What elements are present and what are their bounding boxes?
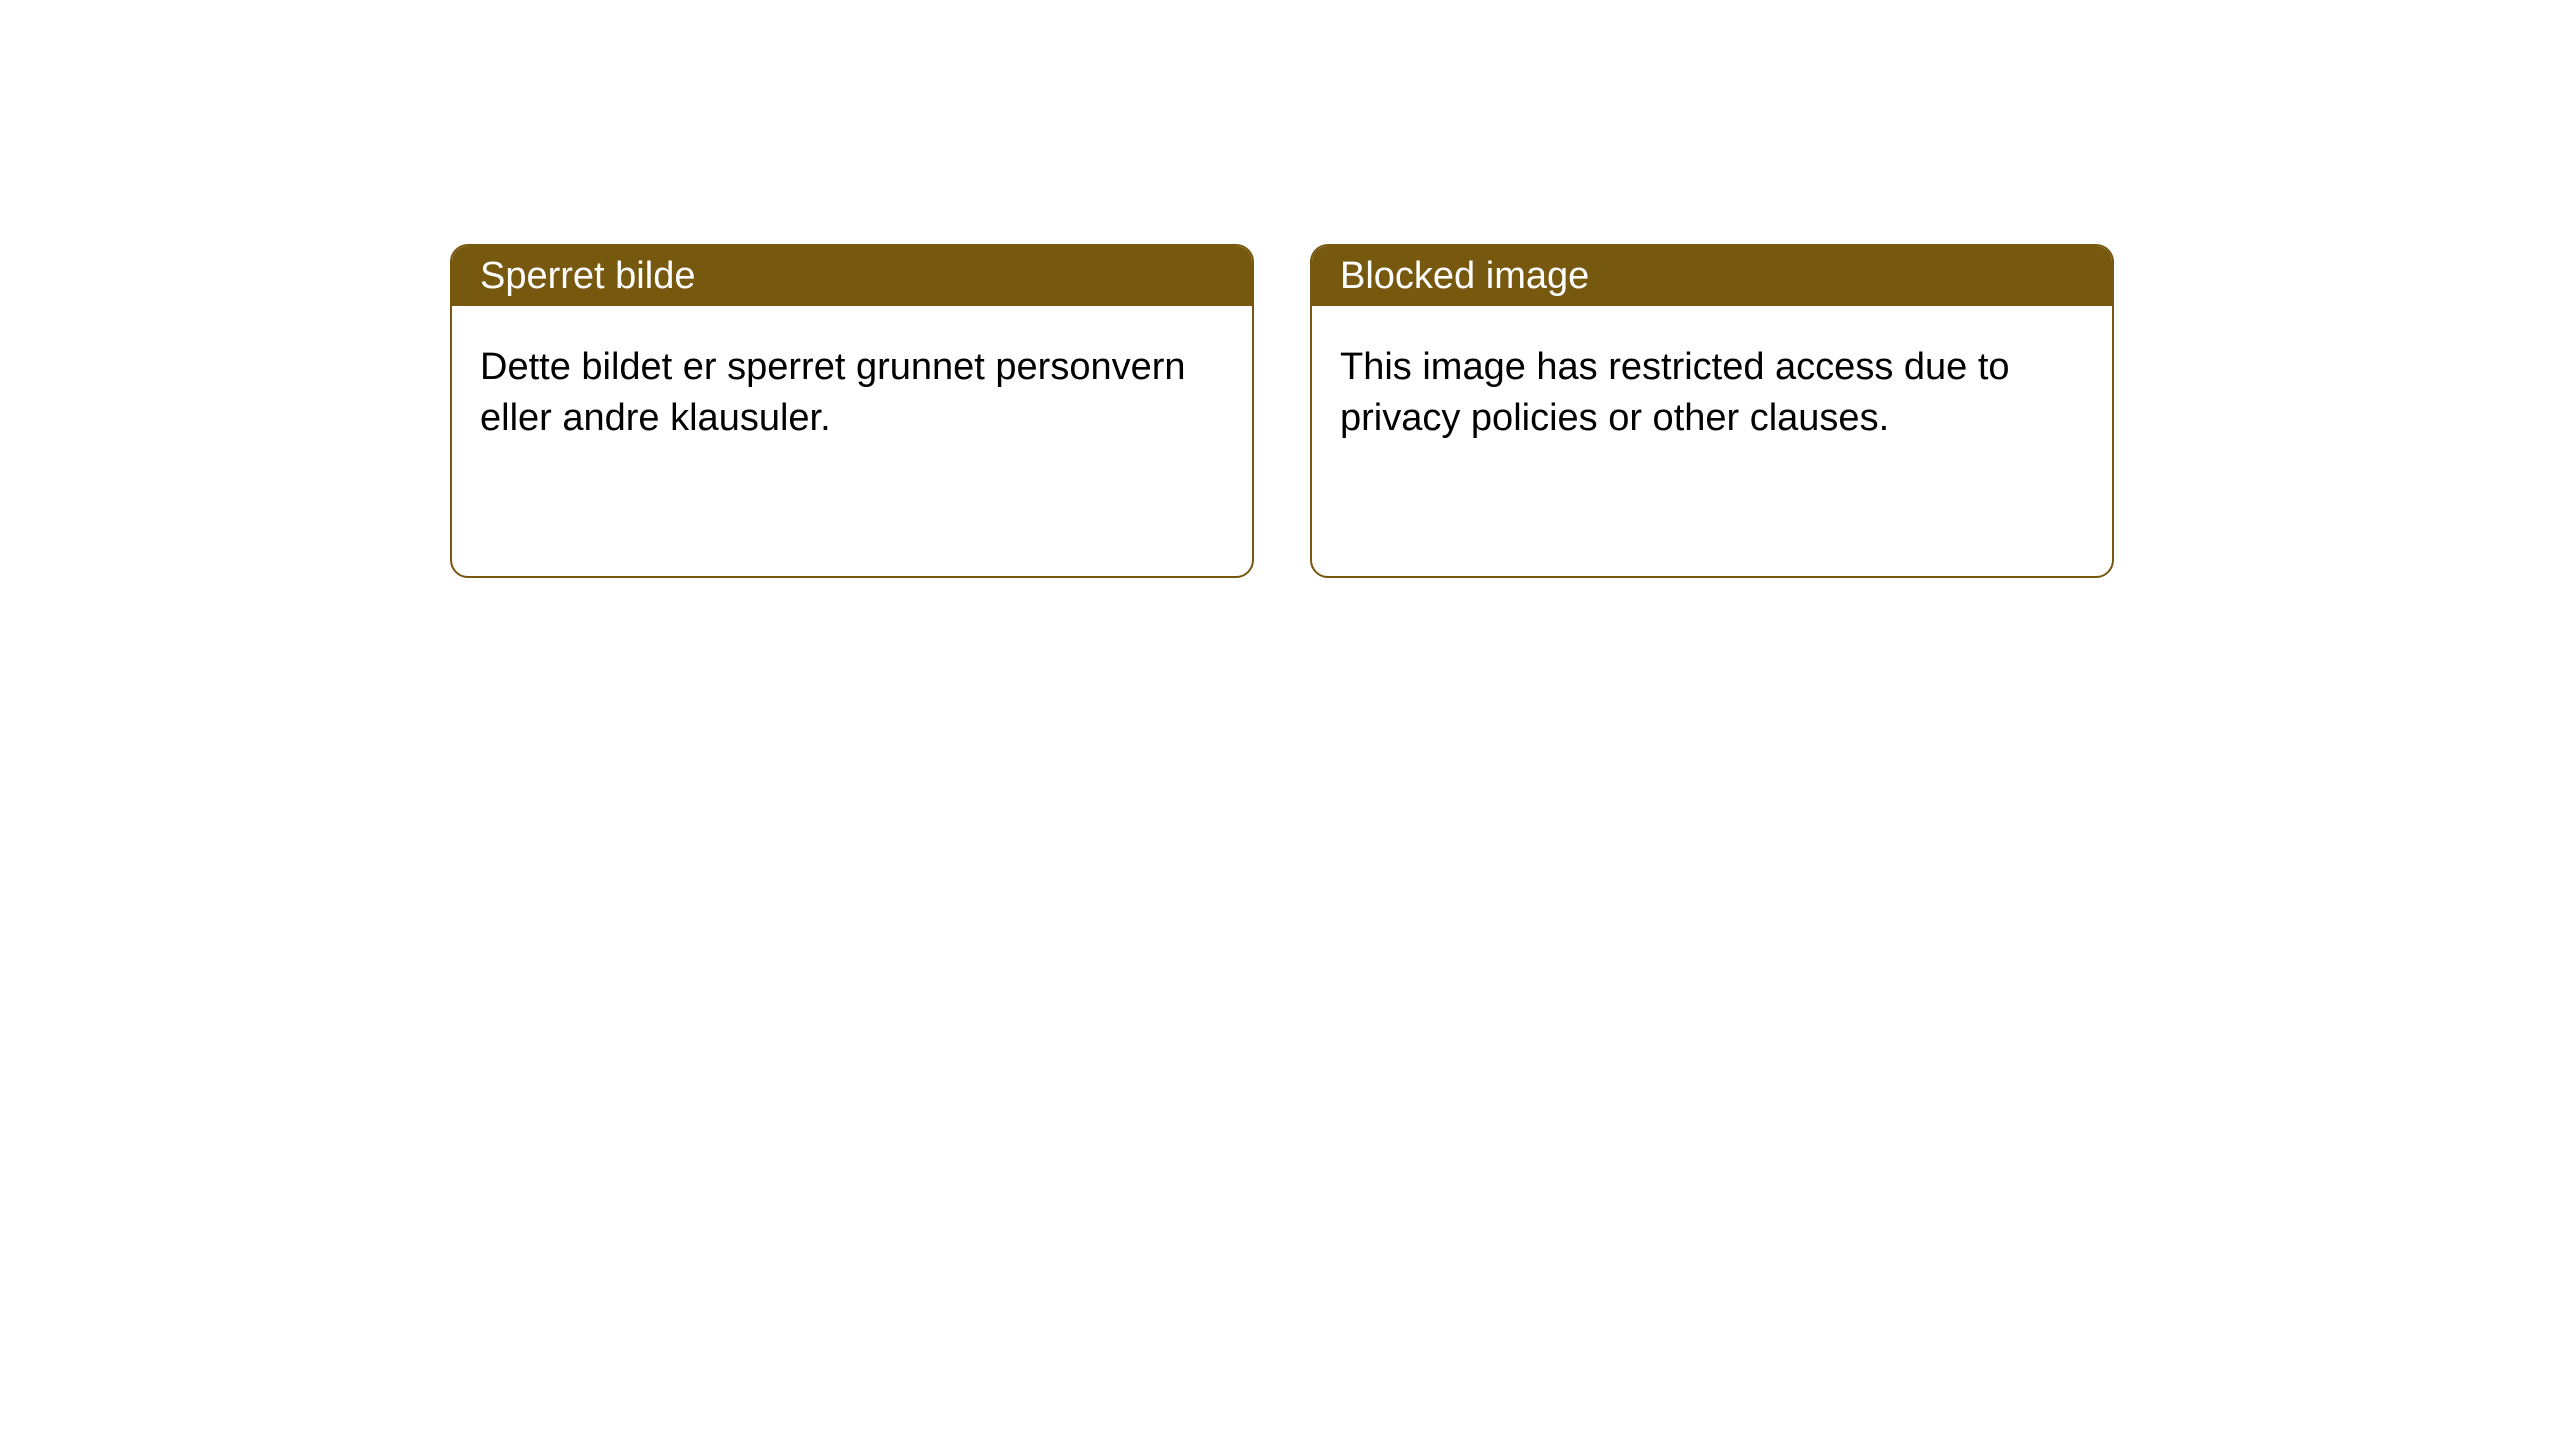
blocked-notice-card-en: Blocked image This image has restricted … [1310,244,2114,578]
card-message-en: This image has restricted access due to … [1340,346,2010,439]
card-body-no: Dette bildet er sperret grunnet personve… [452,306,1252,481]
card-body-en: This image has restricted access due to … [1312,306,2112,481]
blocked-notice-card-no: Sperret bilde Dette bildet er sperret gr… [450,244,1254,578]
card-header-en: Blocked image [1312,246,2112,306]
card-header-no: Sperret bilde [452,246,1252,306]
card-message-no: Dette bildet er sperret grunnet personve… [480,346,1186,439]
card-title-no: Sperret bilde [480,255,695,298]
card-title-en: Blocked image [1340,255,1589,298]
notice-container: Sperret bilde Dette bildet er sperret gr… [0,0,2560,578]
